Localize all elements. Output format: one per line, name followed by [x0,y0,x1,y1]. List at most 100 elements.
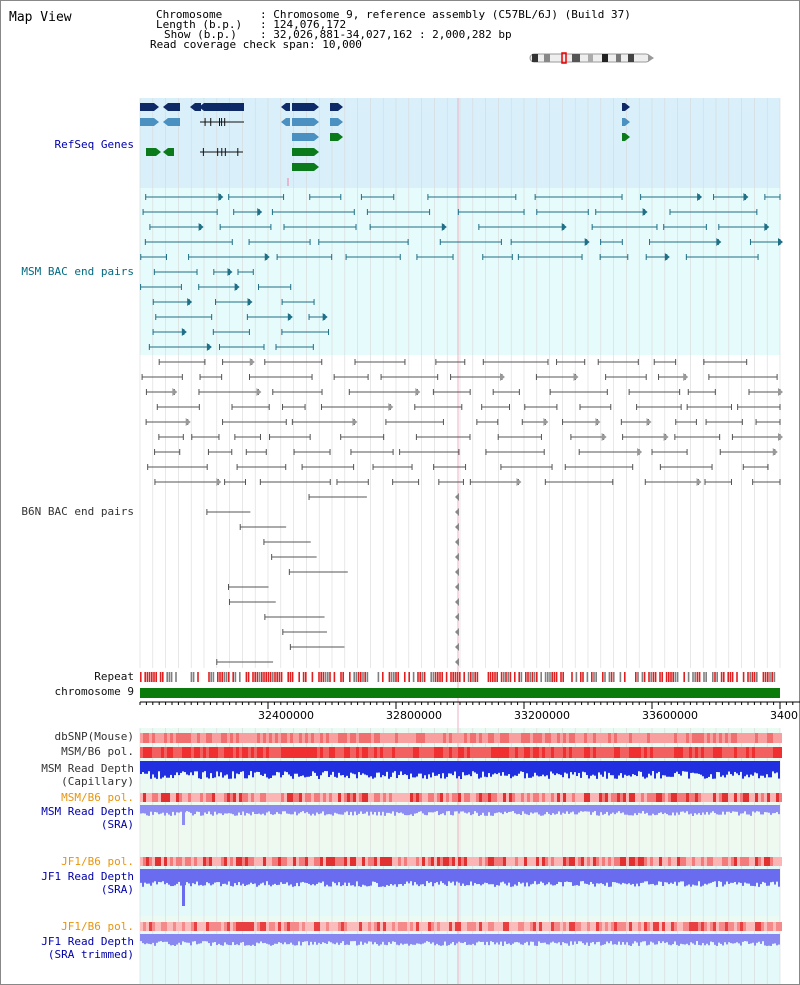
depth-bar [696,805,698,815]
depth-bar [516,805,518,815]
depth-bar [626,934,628,943]
depth-bar [654,805,656,816]
depth-bar [520,934,522,945]
heat-cell [368,747,371,758]
repeat-element [692,672,694,682]
heat-cell [722,733,725,743]
heat-cell [386,793,389,802]
msm-bac-label[interactable]: MSM BAC end pairs [21,265,134,278]
depth-bar [456,805,458,812]
heat-cell [680,747,683,758]
repeat-element [417,672,419,682]
b6n-bac-label[interactable]: B6N BAC end pairs [21,505,134,518]
depth-bar [228,934,230,945]
depth-bar [722,805,724,812]
depth-bar [764,869,766,883]
depth-bar [164,761,166,776]
heat-cell [479,922,482,931]
depth-bar [464,869,466,886]
heat-cell [695,857,698,866]
depth-bar [624,805,626,815]
heat-cell [200,922,203,931]
heat-cell [281,733,284,743]
heat-cell [140,857,143,866]
depth-bar [256,805,258,815]
depth-bar [208,869,210,884]
depth-bar [248,869,250,885]
heat-cell [572,733,575,743]
heat-cell [551,922,554,931]
depth-bar [668,761,670,777]
heat-cell [227,793,230,802]
heat-cell [155,747,158,758]
heat-cell [758,793,761,802]
depth-bar [448,761,450,774]
depth-bar [414,805,416,814]
depth-bar [384,869,386,887]
depth-bar [180,869,182,886]
depth-bar [170,869,172,887]
depth-bar [682,869,684,882]
heat-cell [533,733,536,743]
heat-cell [590,793,593,802]
depth-bar [694,761,696,774]
heat-cell [305,922,308,931]
heat-cell [194,733,197,743]
heat-cell [599,793,602,802]
depth-bar [736,934,738,943]
heat-cell [662,747,665,758]
heat-cell [578,922,581,931]
heat-cell [560,793,563,802]
repeat-element [148,672,151,682]
depth-bar [606,869,608,883]
heat-cell [737,747,740,758]
heat-cell [500,733,503,743]
depth-bar [484,934,486,945]
heat-cell [251,733,254,743]
depth-bar [632,805,634,816]
refseq-genes-label[interactable]: RefSeq Genes [54,138,134,151]
depth-bar [650,761,652,776]
depth-bar [482,761,484,772]
depth-bar [278,934,280,943]
heat-cell [578,733,581,743]
repeat-element [751,672,754,682]
heat-cell [521,793,524,802]
depth-bar [242,761,244,772]
heat-cell [251,922,254,931]
repeat-element [489,672,492,682]
depth-bar [172,869,174,887]
assembly-info: Chromosome: Chromosome 9, reference asse… [150,9,631,50]
depth-bar [364,805,366,814]
depth-bar [610,934,612,942]
depth-bar [346,761,348,776]
heat-cell [737,857,740,866]
heat-cell [605,793,608,802]
heat-cell [212,747,215,758]
heat-cell [743,793,746,802]
chromosome-ideogram[interactable] [528,52,656,64]
depth-bar [330,761,332,775]
depth-bar [590,805,592,815]
heat-cell [626,922,629,931]
depth-bar [570,761,572,773]
depth-bar [506,934,508,945]
heat-cell [572,857,575,866]
heat-cell [635,733,638,743]
depth-bar [268,869,270,885]
repeat-element [549,672,551,682]
depth-bar [754,805,756,813]
repeat-element [650,672,652,682]
depth-bar [436,869,438,883]
heat-cell [725,747,728,758]
heat-cell [284,793,287,802]
heat-cell [602,733,605,743]
repeat-element [553,672,556,682]
bac-end-arrow [247,298,253,306]
depth-bar [434,869,436,884]
heat-cell [365,857,368,866]
repeat-element [452,672,454,682]
heat-cell [368,793,371,802]
depth-bar [168,805,170,815]
